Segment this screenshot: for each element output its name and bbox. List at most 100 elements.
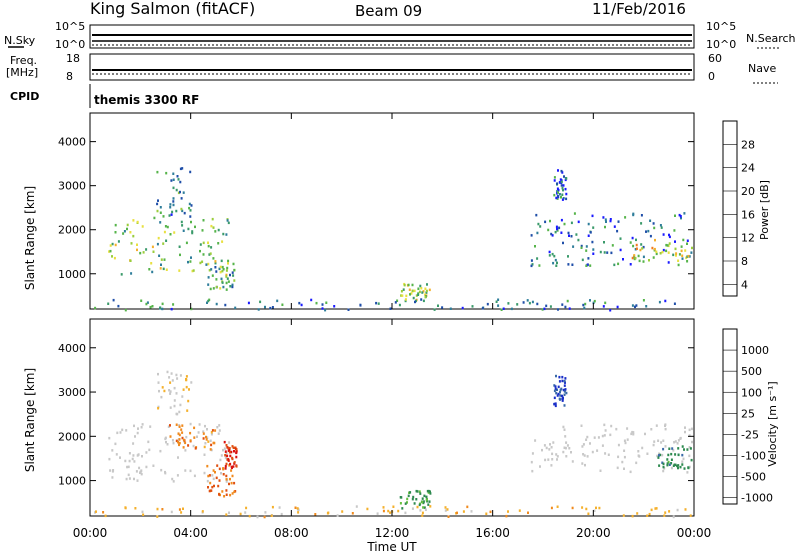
freq-label-line2: [MHz] [6,66,38,79]
data-cell [114,223,117,227]
data-cell [172,200,175,203]
data-cell [223,495,226,498]
data-cell [202,253,205,256]
data-cell [550,464,553,467]
data-cell [117,240,120,243]
data-cell [675,252,678,255]
data-cell [561,399,564,402]
data-cell [157,381,160,384]
data-cell [502,307,505,310]
data-cell [681,453,684,457]
data-cell [420,298,423,301]
data-cell [686,242,688,245]
data-cell [688,255,691,258]
data-cell [264,511,267,514]
data-cell [556,394,559,397]
data-cell [221,240,224,243]
data-cell [156,242,159,246]
data-cell [689,514,692,517]
data-cell [280,512,283,516]
data-cell [125,429,128,432]
data-cell [182,388,185,391]
data-cell [617,220,620,223]
data-cell [140,426,143,429]
data-cell [366,507,369,511]
data-cell [666,244,669,247]
data-cell [189,431,192,435]
data-cell [421,500,424,504]
data-cell [217,228,220,232]
data-cell [214,261,217,265]
data-cell [149,425,152,428]
data-cell [572,245,575,248]
data-cell [392,505,395,508]
data-cell [681,445,684,448]
data-cell [401,294,404,297]
colorbar-tick-label: -25 [741,428,759,441]
data-cell [691,440,693,444]
data-cell [531,469,534,473]
data-cell [189,422,192,426]
data-cell [565,441,568,444]
data-cell [207,440,210,443]
data-cell [150,262,153,265]
data-cell [234,446,237,449]
data-cell [603,251,606,254]
data-cell [548,448,551,451]
data-cell [124,459,127,463]
data-cell [382,506,385,509]
data-cell [231,474,234,478]
nsky-panel: N.Sky 10^5 10^0 10^5 10^0 N.Search [4,20,796,51]
data-cell [422,290,425,293]
data-cell [180,220,183,224]
colorbar-tick-label: 25 [741,407,755,420]
data-cell [180,511,183,514]
data-cell [211,474,214,477]
data-cell [687,466,690,469]
data-cell [294,506,297,509]
colorbar-frame [722,328,738,505]
colorbar-tick-label: 20 [741,185,755,198]
data-cell [228,451,231,454]
data-cell [425,291,428,294]
data-cell [157,407,160,410]
data-cell [201,510,204,513]
data-cell [623,455,626,459]
data-cell [680,245,683,248]
data-cell [209,481,212,485]
data-cell [130,272,133,275]
data-cell [557,188,560,192]
data-cell [169,424,171,427]
data-cell [652,443,655,447]
data-cell [224,303,227,307]
data-cell [141,510,144,514]
data-cell [441,306,444,309]
data-cell [189,469,192,473]
data-cell [545,304,548,308]
data-cell [668,463,671,466]
power-colorbar: 28 24 20 16 12 8 4 [722,120,755,297]
data-cell [653,440,656,443]
data-cell [555,225,558,229]
data-cell [227,280,230,283]
data-cell [630,432,633,436]
data-cell [655,507,658,510]
data-cell [672,253,675,257]
data-cell [129,259,132,262]
data-cell [193,426,196,430]
colorbar-tick-label: 16 [741,208,755,221]
data-cell [686,448,689,451]
data-cell [170,179,173,182]
data-cell [172,178,175,181]
ytick-label: 4000 [58,136,86,149]
data-cell [111,449,114,452]
data-cell [142,251,145,254]
data-cell [677,466,679,470]
data-cell [444,506,447,509]
data-cell [561,375,564,379]
data-cell [559,391,561,394]
data-cell [233,461,236,464]
data-cell [553,389,556,393]
data-cell [537,222,540,226]
data-cell [178,438,181,441]
